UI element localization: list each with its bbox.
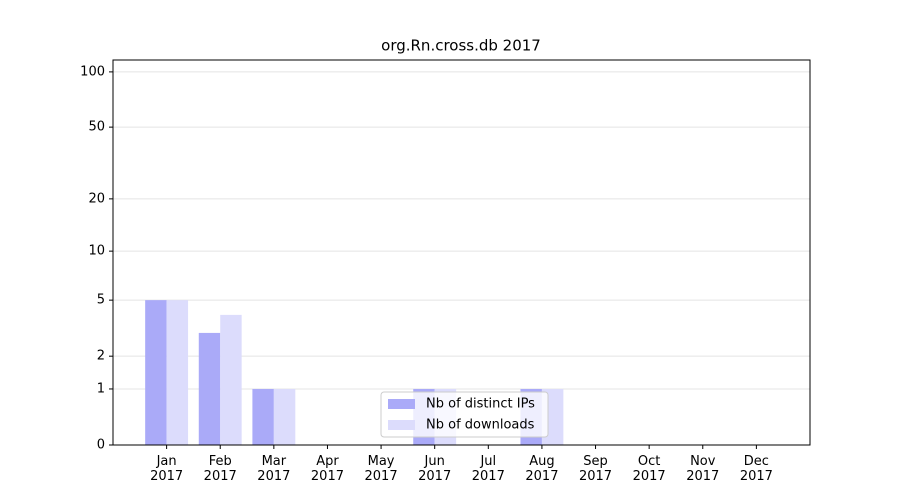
legend-swatch [388,399,415,409]
bar [252,388,274,445]
y-tick-label: 10 [88,244,105,259]
y-tick-label: 5 [97,293,105,308]
legend-label: Nb of downloads [426,418,535,433]
y-tick-label: 50 [88,120,105,135]
y-tick-label: 0 [97,438,105,453]
y-tick-label: 20 [88,191,105,206]
plot-frame [112,59,811,446]
x-tick-label: Nov 2017 [686,454,720,484]
bar [166,300,189,445]
legend: Nb of distinct IPs Nb of downloads [380,391,549,438]
y-tick-label: 100 [80,64,105,79]
legend-box [380,391,549,438]
x-tick-label: Mar 2017 [257,454,291,484]
legend-label: Nb of distinct IPs [426,397,535,412]
x-tick-label: Jan 2017 [150,454,184,484]
y-tick-label: 1 [97,381,105,396]
x-tick-label: Jun 2017 [418,454,452,484]
y-tick-label: 2 [97,349,105,364]
x-tick-label: Jul 2017 [471,454,505,484]
chart-title: org.Rn.cross.db 2017 [381,37,541,55]
bar [273,388,296,445]
bar [220,314,242,445]
x-tick-label: Sep 2017 [578,454,613,484]
x-tick-label: Feb 2017 [203,454,237,484]
x-tick-label: Aug 2017 [525,454,559,484]
x-tick-label: May 2017 [364,454,398,484]
bar [145,300,167,445]
legend-swatch [388,420,415,430]
x-tick-label: Dec 2017 [739,454,773,484]
x-tick-label: Apr 2017 [310,454,344,484]
x-tick-label: Oct 2017 [632,454,666,484]
bar [198,332,221,445]
